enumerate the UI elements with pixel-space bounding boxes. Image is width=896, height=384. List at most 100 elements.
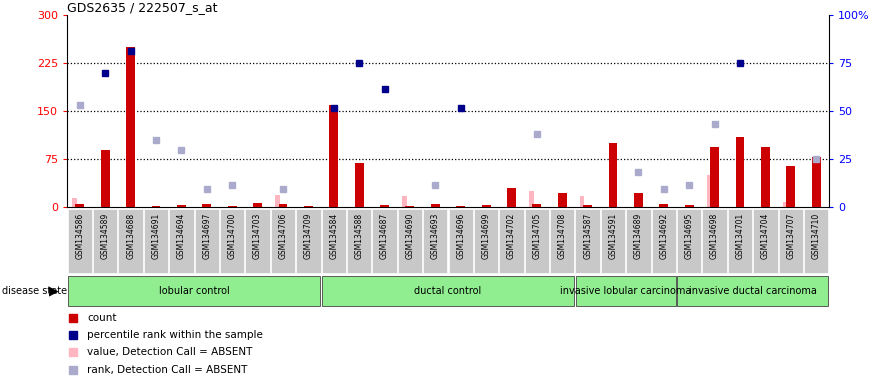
Text: GSM134704: GSM134704 <box>761 213 770 259</box>
FancyBboxPatch shape <box>677 209 702 273</box>
Text: GSM134687: GSM134687 <box>380 213 389 259</box>
FancyBboxPatch shape <box>677 276 828 306</box>
Text: GSM134689: GSM134689 <box>633 213 643 259</box>
Bar <box>529 191 534 207</box>
Bar <box>783 202 788 207</box>
Text: GSM134709: GSM134709 <box>304 213 313 259</box>
FancyBboxPatch shape <box>373 209 397 273</box>
Bar <box>634 193 642 207</box>
Bar <box>761 147 770 207</box>
FancyBboxPatch shape <box>449 209 473 273</box>
Bar <box>402 196 407 207</box>
Text: GSM134586: GSM134586 <box>75 213 84 259</box>
Bar <box>583 205 592 207</box>
Text: GSM134703: GSM134703 <box>253 213 263 259</box>
Text: ▶: ▶ <box>48 285 58 297</box>
FancyBboxPatch shape <box>576 276 676 306</box>
Text: GSM134587: GSM134587 <box>583 213 592 259</box>
Text: disease state: disease state <box>2 286 67 296</box>
FancyBboxPatch shape <box>499 209 523 273</box>
Text: GSM134702: GSM134702 <box>507 213 516 259</box>
Bar <box>558 193 566 207</box>
Bar <box>685 205 694 207</box>
Bar <box>532 204 541 207</box>
FancyBboxPatch shape <box>779 209 803 273</box>
Bar <box>711 147 719 207</box>
Text: GSM134688: GSM134688 <box>126 213 135 259</box>
Bar <box>75 204 84 207</box>
Text: GSM134708: GSM134708 <box>557 213 567 259</box>
Bar <box>456 206 465 207</box>
FancyBboxPatch shape <box>550 209 574 273</box>
FancyBboxPatch shape <box>601 209 625 273</box>
FancyBboxPatch shape <box>754 209 778 273</box>
Bar <box>507 188 516 207</box>
Bar <box>659 204 668 207</box>
FancyBboxPatch shape <box>575 209 599 273</box>
Bar <box>330 105 338 207</box>
FancyBboxPatch shape <box>68 209 92 273</box>
Text: percentile rank within the sample: percentile rank within the sample <box>87 330 263 340</box>
Bar <box>177 205 185 207</box>
Text: GSM134693: GSM134693 <box>431 213 440 259</box>
Text: invasive lobular carcinoma: invasive lobular carcinoma <box>560 286 692 296</box>
Bar <box>151 206 160 207</box>
Text: GSM134706: GSM134706 <box>279 213 288 259</box>
Bar <box>482 205 490 207</box>
FancyBboxPatch shape <box>728 209 752 273</box>
FancyBboxPatch shape <box>169 209 194 273</box>
Bar <box>202 204 211 207</box>
FancyBboxPatch shape <box>194 209 219 273</box>
Bar <box>275 195 280 207</box>
FancyBboxPatch shape <box>804 209 828 273</box>
Bar <box>736 137 745 207</box>
FancyBboxPatch shape <box>93 209 117 273</box>
Text: value, Detection Call = ABSENT: value, Detection Call = ABSENT <box>87 348 253 358</box>
Bar <box>228 206 237 207</box>
Text: GSM134588: GSM134588 <box>355 213 364 259</box>
Text: count: count <box>87 313 116 323</box>
FancyBboxPatch shape <box>144 209 168 273</box>
FancyBboxPatch shape <box>525 209 549 273</box>
Text: GSM134700: GSM134700 <box>228 213 237 259</box>
FancyBboxPatch shape <box>297 209 321 273</box>
Bar <box>304 206 313 207</box>
Text: GDS2635 / 222507_s_at: GDS2635 / 222507_s_at <box>67 1 218 14</box>
Text: GSM134697: GSM134697 <box>202 213 211 259</box>
FancyBboxPatch shape <box>68 276 320 306</box>
Bar <box>608 143 617 207</box>
Text: GSM134696: GSM134696 <box>456 213 465 259</box>
Text: GSM134695: GSM134695 <box>685 213 694 259</box>
Bar <box>126 47 135 207</box>
Bar <box>812 157 821 207</box>
FancyBboxPatch shape <box>246 209 270 273</box>
Text: GSM134589: GSM134589 <box>100 213 110 259</box>
FancyBboxPatch shape <box>626 209 650 273</box>
Text: GSM134710: GSM134710 <box>812 213 821 259</box>
Text: GSM134690: GSM134690 <box>405 213 415 259</box>
Text: GSM134698: GSM134698 <box>710 213 719 259</box>
Text: ductal control: ductal control <box>414 286 482 296</box>
FancyBboxPatch shape <box>118 209 142 273</box>
Bar <box>580 196 584 207</box>
Bar <box>431 204 440 207</box>
Text: invasive ductal carcinoma: invasive ductal carcinoma <box>689 286 816 296</box>
FancyBboxPatch shape <box>347 209 371 273</box>
FancyBboxPatch shape <box>322 209 346 273</box>
Text: GSM134705: GSM134705 <box>532 213 541 259</box>
Text: GSM134584: GSM134584 <box>329 213 339 259</box>
FancyBboxPatch shape <box>702 209 727 273</box>
FancyBboxPatch shape <box>271 209 295 273</box>
Bar <box>707 175 711 207</box>
FancyBboxPatch shape <box>651 209 676 273</box>
Text: rank, Detection Call = ABSENT: rank, Detection Call = ABSENT <box>87 365 247 375</box>
FancyBboxPatch shape <box>423 209 447 273</box>
Bar <box>101 150 109 207</box>
Bar <box>355 162 364 207</box>
FancyBboxPatch shape <box>474 209 498 273</box>
Bar <box>787 166 795 207</box>
Bar <box>72 198 77 207</box>
Text: GSM134707: GSM134707 <box>786 213 796 259</box>
Bar <box>406 206 414 207</box>
Text: GSM134701: GSM134701 <box>736 213 745 259</box>
